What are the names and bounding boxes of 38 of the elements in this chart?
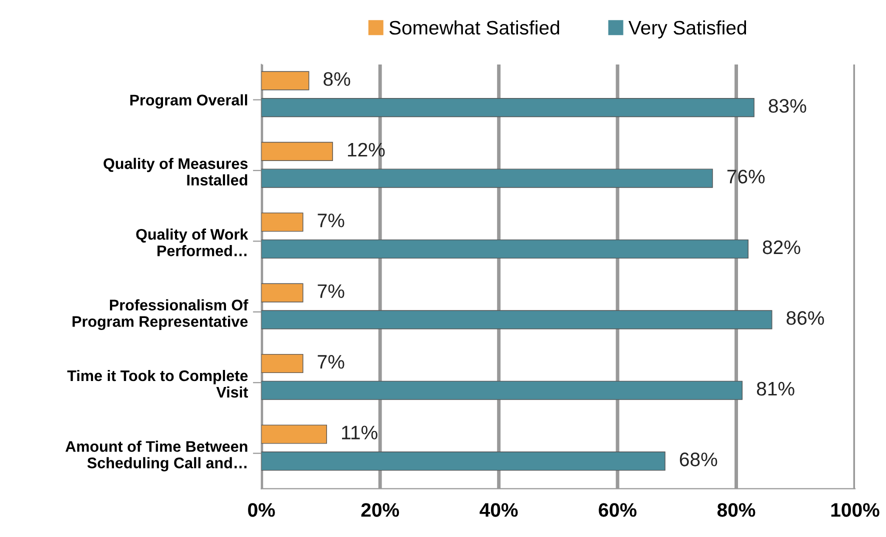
x-tick-label: 20% — [361, 503, 400, 517]
bar — [261, 310, 772, 330]
bar — [261, 354, 304, 374]
data-label: 12% — [348, 142, 385, 157]
legend-label: Very Satisfied — [628, 20, 746, 38]
data-label: 7% — [318, 355, 344, 369]
x-tick-label: 60% — [598, 503, 636, 517]
bar — [261, 283, 304, 302]
x-tick-label: 0% — [248, 503, 275, 517]
data-label: 81% — [756, 382, 794, 396]
data-label: 11% — [342, 426, 378, 440]
data-label: 68% — [680, 452, 718, 466]
bar — [261, 380, 743, 400]
bar — [261, 239, 748, 259]
data-label: 7% — [318, 284, 344, 298]
legend-label: Somewhat Satisfied — [389, 20, 560, 35]
data-label: 76% — [727, 170, 765, 184]
data-label: 82% — [762, 240, 800, 254]
bar — [261, 168, 713, 188]
bar — [261, 452, 666, 471]
bar — [261, 71, 310, 90]
y-tick-label: Professionalism Of Program Representative — [72, 299, 248, 330]
x-tick-label: 80% — [717, 503, 756, 517]
y-tick-label: Program Overall — [130, 94, 248, 109]
bar — [261, 142, 333, 161]
y-tick-label: Time it Took to Complete Visit — [67, 370, 248, 398]
y-tick-label: Quality of Work Performed… — [136, 228, 248, 256]
x-tick-label: 100% — [831, 503, 880, 517]
x-tick-label: 40% — [480, 503, 518, 517]
data-label: 86% — [786, 311, 824, 325]
data-label: 8% — [324, 72, 350, 86]
y-tick-label: Amount of Time Between Scheduling Call and… — [65, 440, 248, 472]
bar — [261, 212, 304, 232]
bar — [261, 98, 754, 118]
data-label: 7% — [318, 214, 344, 228]
bar — [261, 424, 328, 444]
data-label: 83% — [768, 99, 806, 113]
y-tick-label: Quality of Measures Installed — [104, 158, 248, 186]
